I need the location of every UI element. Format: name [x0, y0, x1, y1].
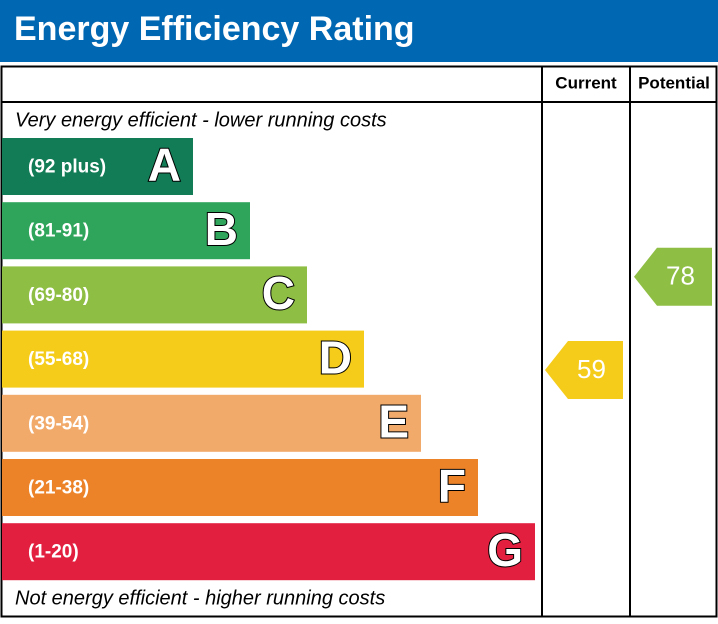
rating-value: 78 [666, 261, 695, 291]
band-range: (39-54) [28, 413, 89, 434]
band-bar [2, 138, 193, 195]
chart-title: Energy Efficiency Rating [14, 10, 415, 48]
title-bar [0, 0, 718, 62]
column-header: Potential [638, 73, 710, 92]
band-range: (81-91) [28, 221, 89, 242]
column-header: Current [555, 73, 617, 92]
band-letter: C [262, 267, 295, 319]
band-range: (69-80) [28, 285, 89, 306]
rating-value: 59 [577, 354, 606, 384]
bottom-note: Not energy efficient - higher running co… [15, 587, 385, 609]
band-range: (55-68) [28, 349, 89, 370]
band-range: (92 plus) [28, 157, 106, 178]
band-range: (21-38) [28, 478, 89, 499]
band-range: (1-20) [28, 542, 79, 563]
band-letter: G [487, 524, 523, 576]
band-bar [2, 266, 307, 324]
frame [0, 65, 718, 618]
band-letter: A [148, 139, 181, 191]
band-letter: F [438, 460, 466, 512]
rating-arrow [545, 341, 623, 400]
top-note: Very energy efficient - lower running co… [15, 109, 387, 131]
band-bar [2, 330, 364, 388]
band-bar [2, 394, 421, 452]
band-bar [2, 459, 478, 516]
rating-arrow [634, 247, 712, 306]
band-letter: D [319, 331, 352, 383]
band-letter: B [205, 203, 238, 255]
band-letter: E [378, 395, 409, 447]
band-bar [2, 523, 535, 581]
band-bar [2, 202, 250, 260]
